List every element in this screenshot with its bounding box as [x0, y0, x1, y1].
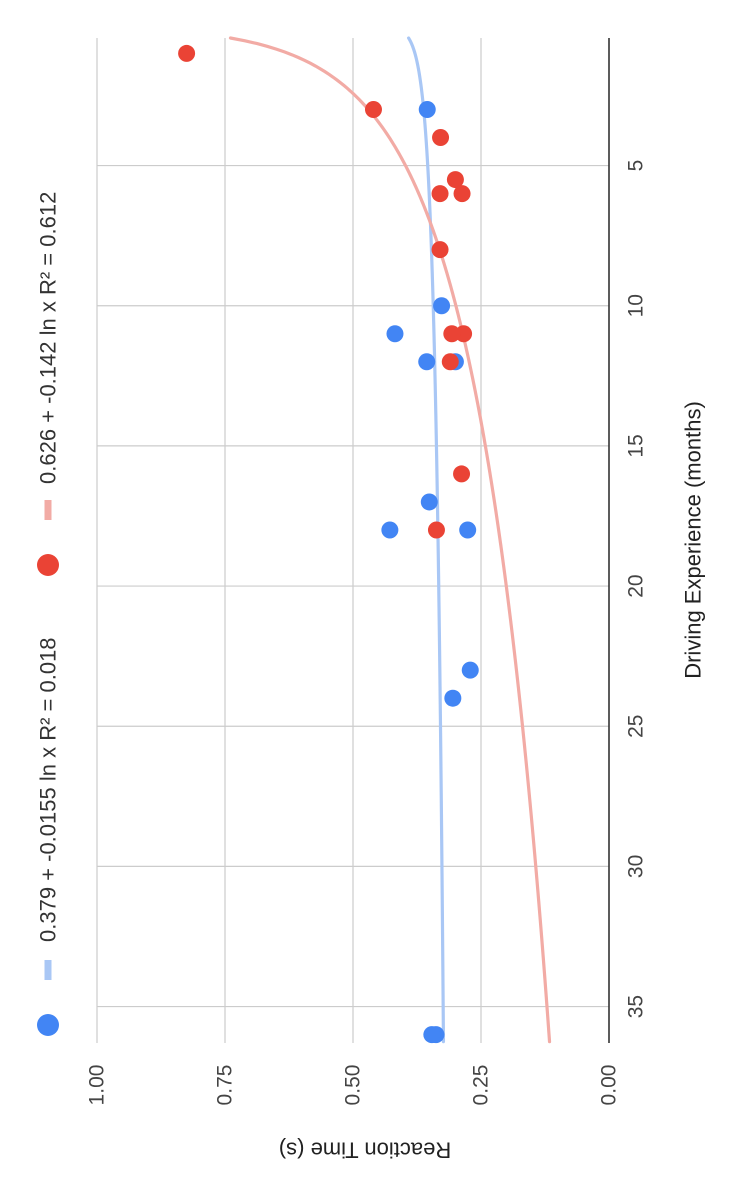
- data-points: [178, 44, 479, 1044]
- y-tick-label: 0.50: [342, 1065, 365, 1106]
- axes: 5 10 15 20 25 30 35 0.00 0.25 0.50 0.75 1.00 Driving…: [86, 38, 706, 1163]
- data-point-series-1: [381, 521, 399, 539]
- data-point-series-2: [432, 129, 450, 147]
- data-point-series-2: [427, 521, 445, 539]
- trendline-series-1: [407, 36, 446, 1044]
- legend-label-trend-2: 0.626 + -0.142 ln x R² = 0.612: [36, 192, 61, 484]
- data-point-series-1: [418, 353, 436, 371]
- data-point-series-1: [459, 521, 477, 539]
- data-point-series-1: [423, 1026, 441, 1044]
- grid: [96, 38, 609, 1043]
- data-point-series-1: [433, 297, 451, 315]
- x-axis-title: Driving Experience (months): [681, 401, 706, 679]
- data-point-series-2: [431, 241, 449, 259]
- data-point-series-2: [446, 171, 464, 189]
- data-point-series-2: [178, 44, 196, 62]
- x-tick-label: 15: [625, 434, 648, 457]
- legend-marker-series-1: [37, 1014, 59, 1036]
- legend-label-trend-1: 0.379 + -0.0155 ln x R² = 0.018: [36, 637, 61, 942]
- data-point-series-1: [418, 100, 436, 118]
- y-axis-title: Reaction Time (s): [279, 1138, 451, 1163]
- x-tick-label: 30: [625, 855, 648, 878]
- legend-marker-trend-1: [44, 960, 52, 980]
- data-point-series-2: [364, 100, 382, 118]
- data-point-series-2: [443, 325, 461, 343]
- x-tick-label: 5: [625, 160, 648, 172]
- x-tick-label: 35: [625, 995, 648, 1018]
- trendline-series-2: [228, 36, 552, 1044]
- y-tick-label: 0.25: [470, 1065, 493, 1106]
- data-point-series-1: [386, 325, 404, 343]
- data-point-series-2: [455, 325, 473, 343]
- y-tick-label: 1.00: [86, 1065, 109, 1106]
- trendlines: [228, 36, 552, 1044]
- data-point-series-1: [444, 689, 462, 707]
- y-tick-label: 0.00: [598, 1065, 621, 1106]
- y-tick-label: 0.75: [214, 1065, 237, 1106]
- x-tick-label: 25: [625, 715, 648, 738]
- legend: 0.379 + -0.0155 ln x R² = 0.018 0.626 + -…: [36, 192, 61, 1036]
- data-point-series-1: [461, 661, 479, 679]
- data-point-series-2: [431, 185, 449, 203]
- x-tick-label: 10: [625, 294, 648, 317]
- data-point-series-1: [420, 493, 438, 511]
- x-tick-label: 20: [625, 574, 648, 597]
- data-point-series-2: [441, 353, 459, 371]
- data-point-series-2: [453, 185, 471, 203]
- legend-marker-trend-2: [44, 500, 52, 520]
- legend-marker-series-2: [37, 554, 59, 576]
- data-point-series-2: [453, 465, 471, 483]
